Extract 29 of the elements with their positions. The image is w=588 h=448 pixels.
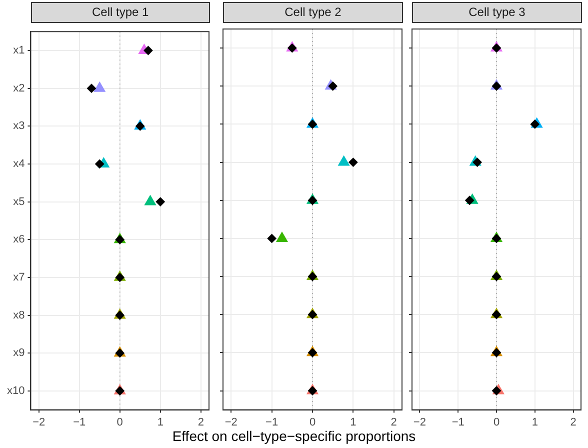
- chart-title: Cell type 3: [412, 2, 582, 23]
- x-tick-label: −2: [413, 416, 426, 428]
- y-tick-label: x1: [13, 44, 25, 57]
- x-tick-label: 2: [570, 416, 576, 428]
- x-tick-label: −2: [32, 416, 46, 428]
- x-tick-label: 1: [350, 416, 356, 428]
- x-tick-label: −1: [73, 416, 86, 428]
- y-tick-label: x4: [13, 158, 25, 170]
- y-tick-label: x6: [13, 234, 25, 246]
- x-tick-label: 0: [493, 416, 500, 428]
- x-tick-label: 1: [157, 416, 164, 428]
- chart-title: Cell type 1: [30, 2, 210, 23]
- x-tick-label: 0: [309, 416, 316, 428]
- x-tick-label: −1: [452, 416, 464, 428]
- y-tick-label: x8: [13, 309, 25, 322]
- y-tick-label: x9: [13, 347, 25, 360]
- x-tick-label: 2: [390, 416, 397, 428]
- x-tick-label: −1: [266, 416, 278, 428]
- y-tick-label: x5: [13, 196, 25, 208]
- y-tick-label: x2: [13, 82, 25, 94]
- y-tick-label: x3: [13, 120, 25, 132]
- x-axis-title: Effect on cell−type−specific proportions: [171, 428, 417, 444]
- x-tick-label: 1: [532, 416, 538, 428]
- x-tick-label: −2: [224, 416, 238, 428]
- chart-title: Cell type 2: [223, 2, 403, 23]
- x-tick-label: 0: [116, 416, 123, 428]
- y-tick-label: x10: [6, 384, 25, 397]
- x-tick-label: 2: [198, 416, 204, 428]
- y-tick-label: x7: [13, 271, 25, 284]
